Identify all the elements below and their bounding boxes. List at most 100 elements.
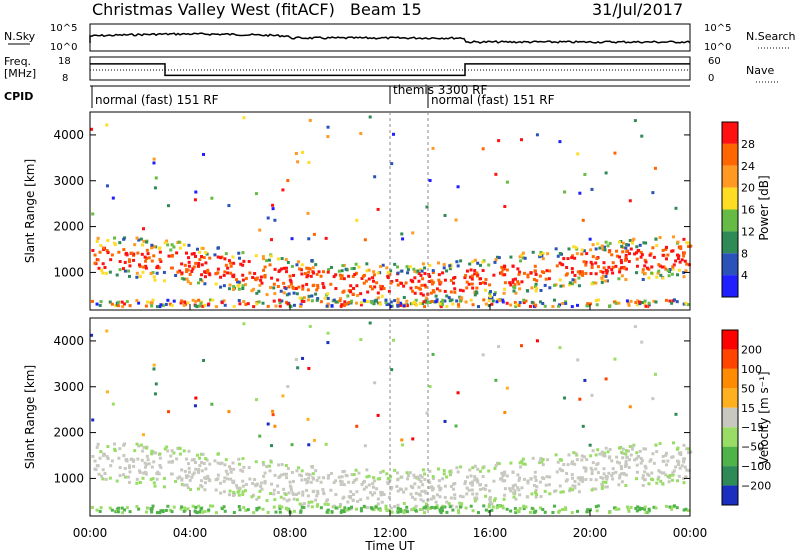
power-cell (352, 266, 356, 270)
velocity-cell (172, 451, 176, 455)
velocity-cell (197, 487, 201, 491)
power-cell (254, 278, 258, 282)
velocity-cell (257, 506, 261, 510)
velocity-cell (487, 469, 491, 473)
power-cell (362, 273, 366, 277)
velocity-cell (308, 324, 312, 328)
power-cell (481, 281, 485, 285)
velocity-cell (505, 507, 509, 511)
power-cell (671, 235, 675, 239)
velocity-cell (650, 471, 654, 475)
velocity-cell (509, 461, 513, 465)
power-cell (682, 254, 686, 258)
power-cell (138, 265, 142, 269)
velocity-cell (300, 503, 304, 507)
velocity-cell (682, 508, 686, 512)
velocity-cell (526, 481, 530, 485)
power-cell (475, 271, 479, 275)
velocity-cell (479, 483, 483, 487)
power-cell (563, 190, 567, 194)
velocity-cell (513, 489, 517, 493)
velocity-cell (389, 511, 393, 515)
power-cell (458, 299, 462, 303)
velocity-cell (687, 469, 691, 473)
velocity-cell (487, 510, 491, 514)
velocity-cell (471, 492, 475, 496)
velocity-cell (326, 509, 330, 513)
velocity-cell (636, 455, 640, 459)
velocity-cell (106, 457, 110, 461)
power-cell (167, 204, 171, 208)
velocity-cell (539, 506, 543, 510)
power-cell (284, 258, 288, 262)
velocity-cell (643, 470, 647, 474)
power-cell (682, 251, 686, 255)
power-cell (677, 268, 681, 272)
velocity-cell (180, 477, 184, 481)
velocity-cell (122, 443, 126, 447)
velocity-cell (661, 454, 665, 458)
velocity-cell (501, 504, 505, 508)
velocity-cell (498, 504, 502, 508)
y-tick-label: 4000 (53, 128, 84, 142)
velocity-cell (639, 456, 643, 460)
power-cell (372, 302, 376, 306)
velocity-cell (379, 493, 383, 497)
velocity-cell (425, 411, 429, 415)
velocity-cell (147, 462, 151, 466)
velocity-cell (605, 475, 609, 479)
power-cell (633, 252, 637, 256)
power-cell (586, 302, 590, 306)
power-cell (296, 160, 300, 164)
power-cell (624, 267, 628, 271)
velocity-cell (503, 479, 507, 483)
velocity-cell (272, 505, 276, 509)
velocity-cell (228, 489, 232, 493)
x-tick-label: 00:00 (673, 526, 708, 540)
velocity-cell (273, 473, 277, 477)
velocity-cell (215, 477, 219, 481)
velocity-cell (408, 471, 412, 475)
power-cell (658, 236, 662, 240)
velocity-cell (301, 490, 305, 494)
velocity-cell (263, 471, 267, 475)
velocity-cell (300, 505, 304, 509)
velocity-cell (349, 507, 353, 511)
power-cell (395, 278, 399, 282)
power-cell (209, 298, 213, 302)
power-cell (187, 243, 191, 247)
power-cell (596, 242, 600, 246)
velocity-cell (158, 511, 162, 515)
power-cell (337, 269, 341, 273)
velocity-cell (266, 510, 270, 514)
power-cell (370, 287, 374, 291)
velocity-cell (189, 488, 193, 492)
power-cell (156, 264, 160, 268)
velocity-cell (187, 466, 191, 470)
power-cell (359, 303, 363, 307)
power-cell (109, 258, 113, 262)
power-cell (559, 284, 563, 288)
power-cell (347, 300, 351, 304)
velocity-cell (314, 469, 318, 473)
velocity-cell (376, 477, 380, 481)
velocity-cell (269, 460, 273, 464)
power-cell (201, 304, 205, 308)
freq-label-line1: Freq. (4, 55, 31, 68)
velocity-cell (406, 474, 410, 478)
velocity-cell (165, 445, 169, 449)
velocity-cell (552, 504, 556, 508)
velocity-cell (435, 493, 439, 497)
velocity-cell (350, 505, 354, 509)
velocity-cell (600, 486, 604, 490)
velocity-cell (570, 473, 574, 477)
power-cell (571, 278, 575, 282)
power-cell (601, 247, 605, 251)
power-cell (644, 304, 648, 308)
velocity-cell (643, 464, 647, 468)
velocity-cell (664, 463, 668, 467)
velocity-cell (656, 477, 660, 481)
velocity-cell (685, 468, 689, 472)
power-cell (686, 241, 690, 245)
velocity-cell (450, 504, 454, 508)
